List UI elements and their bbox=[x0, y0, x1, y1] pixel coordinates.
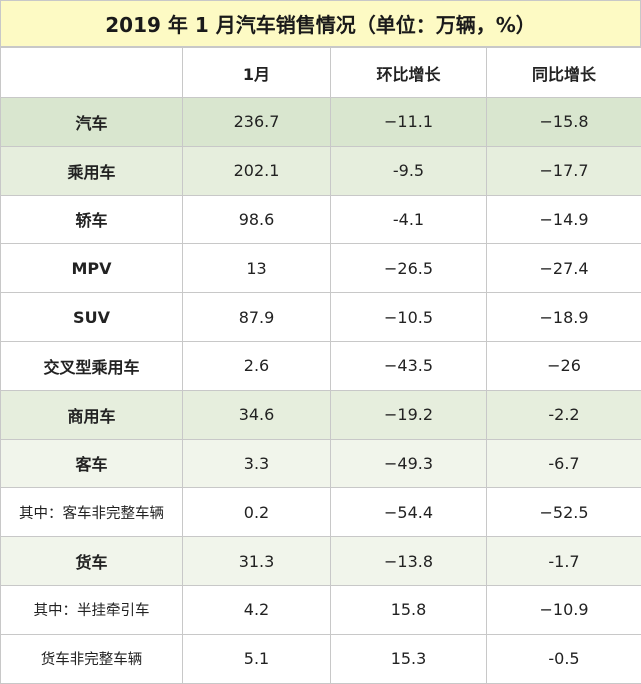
table-row: 其中：半挂牵引车 4.2 15.8 −10.9 bbox=[1, 585, 641, 634]
row-yoy-value: -0.5 bbox=[487, 634, 641, 683]
table-row: 汽车 236.7 −11.1 −15.8 bbox=[1, 98, 641, 147]
row-month-value: 13 bbox=[183, 244, 331, 293]
row-mom-value: -9.5 bbox=[331, 146, 487, 195]
table-title: 2019 年 1 月汽车销售情况（单位：万辆，%） bbox=[0, 0, 641, 47]
header-cell-name bbox=[1, 48, 183, 98]
row-mom-value: −13.8 bbox=[331, 537, 487, 586]
row-month-value: 2.6 bbox=[183, 341, 331, 390]
table-row: 乘用车 202.1 -9.5 −17.7 bbox=[1, 146, 641, 195]
row-yoy-value: −18.9 bbox=[487, 293, 641, 342]
table-row: 货车非完整车辆 5.1 15.3 -0.5 bbox=[1, 634, 641, 683]
table-row: 客车 3.3 −49.3 -6.7 bbox=[1, 439, 641, 488]
row-month-value: 0.2 bbox=[183, 488, 331, 537]
row-name: 交叉型乘用车 bbox=[1, 341, 183, 390]
row-month-value: 87.9 bbox=[183, 293, 331, 342]
row-name: 乘用车 bbox=[1, 146, 183, 195]
row-month-value: 31.3 bbox=[183, 537, 331, 586]
table-row: SUV 87.9 −10.5 −18.9 bbox=[1, 293, 641, 342]
table-header-row: 1月 环比增长 同比增长 bbox=[1, 48, 641, 98]
header-cell-month: 1月 bbox=[183, 48, 331, 98]
row-name: 其中：半挂牵引车 bbox=[1, 585, 183, 634]
row-yoy-value: -2.2 bbox=[487, 390, 641, 439]
row-month-value: 34.6 bbox=[183, 390, 331, 439]
row-yoy-value: −52.5 bbox=[487, 488, 641, 537]
row-yoy-value: −27.4 bbox=[487, 244, 641, 293]
table-row: 货车 31.3 −13.8 -1.7 bbox=[1, 537, 641, 586]
row-name: 商用车 bbox=[1, 390, 183, 439]
row-name: 货车非完整车辆 bbox=[1, 634, 183, 683]
row-mom-value: -4.1 bbox=[331, 195, 487, 244]
row-mom-value: 15.8 bbox=[331, 585, 487, 634]
table-row: 其中：客车非完整车辆 0.2 −54.4 −52.5 bbox=[1, 488, 641, 537]
table-row: 轿车 98.6 -4.1 −14.9 bbox=[1, 195, 641, 244]
row-mom-value: −49.3 bbox=[331, 439, 487, 488]
row-mom-value: −10.5 bbox=[331, 293, 487, 342]
row-name: 汽车 bbox=[1, 98, 183, 147]
row-yoy-value: −10.9 bbox=[487, 585, 641, 634]
row-name: 轿车 bbox=[1, 195, 183, 244]
header-cell-mom: 环比增长 bbox=[331, 48, 487, 98]
row-yoy-value: −26 bbox=[487, 341, 641, 390]
table-row: MPV 13 −26.5 −27.4 bbox=[1, 244, 641, 293]
row-name: 客车 bbox=[1, 439, 183, 488]
sales-table: 1月 环比增长 同比增长 汽车 236.7 −11.1 −15.8 乘用车 20… bbox=[0, 47, 641, 684]
row-name: MPV bbox=[1, 244, 183, 293]
row-mom-value: −26.5 bbox=[331, 244, 487, 293]
row-month-value: 3.3 bbox=[183, 439, 331, 488]
row-yoy-value: −15.8 bbox=[487, 98, 641, 147]
row-name: SUV bbox=[1, 293, 183, 342]
row-month-value: 202.1 bbox=[183, 146, 331, 195]
table-row: 商用车 34.6 −19.2 -2.2 bbox=[1, 390, 641, 439]
row-yoy-value: -6.7 bbox=[487, 439, 641, 488]
row-yoy-value: -1.7 bbox=[487, 537, 641, 586]
row-mom-value: −11.1 bbox=[331, 98, 487, 147]
row-mom-value: −43.5 bbox=[331, 341, 487, 390]
row-yoy-value: −17.7 bbox=[487, 146, 641, 195]
row-yoy-value: −14.9 bbox=[487, 195, 641, 244]
table-row: 交叉型乘用车 2.6 −43.5 −26 bbox=[1, 341, 641, 390]
row-name: 货车 bbox=[1, 537, 183, 586]
row-month-value: 4.2 bbox=[183, 585, 331, 634]
row-mom-value: −19.2 bbox=[331, 390, 487, 439]
row-mom-value: −54.4 bbox=[331, 488, 487, 537]
row-name: 其中：客车非完整车辆 bbox=[1, 488, 183, 537]
row-month-value: 98.6 bbox=[183, 195, 331, 244]
row-mom-value: 15.3 bbox=[331, 634, 487, 683]
row-month-value: 236.7 bbox=[183, 98, 331, 147]
header-cell-yoy: 同比增长 bbox=[487, 48, 641, 98]
row-month-value: 5.1 bbox=[183, 634, 331, 683]
